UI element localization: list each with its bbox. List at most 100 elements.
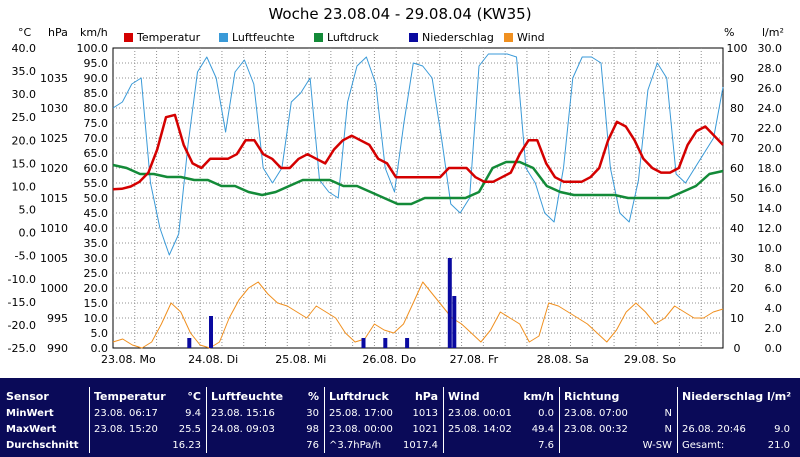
niederschlag-bar (447, 258, 452, 348)
celsius-tick-label: 30.0 (12, 88, 37, 101)
stats-niederschlag-total-label: Gesamt: (682, 440, 725, 451)
stats-richtung-max-value: N (664, 424, 672, 435)
kmh-tick-label: 35.0 (84, 237, 109, 250)
stats-unit-wind: km/h (523, 390, 554, 403)
stats-col-richtung: Richtung 23.08. 07:00 N 23.08. 00:32 N W… (559, 387, 676, 453)
kmh-tick-label: 60.0 (84, 162, 109, 175)
hpa-tick-label: 1010 (40, 222, 68, 235)
stats-unit-luftfeuchte: % (307, 390, 319, 403)
kmh-tick-label: 10.0 (84, 312, 109, 325)
kmh-tick-label: 85.0 (84, 87, 109, 100)
stats-header-luftdruck: Luftdruck (329, 390, 389, 403)
stats-row-label-avg: Durchschnitt (6, 440, 79, 451)
mm-tick-label: 26.0 (758, 82, 783, 95)
percent-axis-unit: % (724, 26, 735, 39)
x-tick-label: 24.08. Di (188, 353, 238, 366)
kmh-tick-label: 65.0 (84, 147, 109, 160)
stats-row-label-min: MinWert (6, 408, 54, 419)
hpa-tick-label: 1005 (40, 252, 68, 265)
percent-tick-label: 20 (730, 282, 744, 295)
mm-tick-label: 0.0 (765, 342, 783, 355)
percent-tick-label: 80 (730, 102, 744, 115)
percent-tick-label: 50 (730, 192, 744, 205)
stats-wind-min-date: 23.08. 00:01 (448, 408, 512, 419)
celsius-axis-unit: °C (18, 26, 32, 39)
stats-header-niederschlag: Niederschlag l/m² (682, 390, 792, 403)
kmh-tick-label: 50.0 (84, 192, 109, 205)
stats-col-sensor: Sensor MinWert MaxWert Durchschnitt (4, 387, 88, 453)
x-tick-label: 26.08. Do (362, 353, 416, 366)
stats-luftfeuchte-max-date: 24.08. 09:03 (211, 424, 275, 435)
kmh-tick-label: 55.0 (84, 177, 109, 190)
celsius-tick-label: 10.0 (12, 180, 37, 193)
mm-tick-label: 18.0 (758, 162, 783, 175)
stats-niederschlag-total-value: 21.0 (767, 440, 790, 451)
celsius-tick-label: 20.0 (12, 134, 37, 147)
kmh-tick-label: 0.0 (91, 342, 109, 355)
legend-label-luftdruck: Luftdruck (327, 30, 379, 44)
niederschlag-bar (209, 316, 213, 348)
kmh-tick-label: 100.0 (77, 42, 109, 55)
stats-luftdruck-avg-value: 1017.4 (403, 440, 438, 451)
hpa-axis-unit: hPa (48, 26, 68, 39)
stats-wind-avg-value: 7.6 (538, 440, 554, 451)
stats-luftfeuchte-max-value: 98 (306, 424, 319, 435)
percent-tick-label: 100 (727, 42, 748, 55)
kmh-tick-label: 40.0 (84, 222, 109, 235)
x-tick-label: 27.08. Fr (450, 353, 499, 366)
stats-col-wind: Wind km/h 23.08. 00:01 0.0 25.08. 14:02 … (443, 387, 558, 453)
hpa-tick-label: 995 (47, 312, 68, 325)
niederschlag-bar (187, 338, 192, 348)
kmh-tick-label: 25.0 (84, 267, 109, 280)
stats-wind-max-value: 49.4 (531, 424, 554, 435)
hpa-tick-label: 1035 (40, 72, 68, 85)
stats-niederschlag-max-value: 9.0 (774, 424, 790, 435)
stats-niederschlag-max-date: 26.08. 20:46 (682, 424, 746, 435)
niederschlag-bar (405, 338, 410, 348)
kmh-tick-label: 15.0 (84, 297, 109, 310)
x-tick-label: 29.08. So (624, 353, 676, 366)
hpa-tick-label: 1030 (40, 102, 68, 115)
legend-swatch-temperatur (124, 32, 133, 42)
stats-luftdruck-max-date: 23.08. 00:00 (329, 424, 393, 435)
mm-tick-label: 16.0 (758, 182, 783, 195)
x-tick-label: 28.08. Sa (537, 353, 589, 366)
mm-axis-unit: l/m² (762, 26, 784, 39)
celsius-tick-label: -5.0 (15, 250, 36, 263)
mm-tick-label: 14.0 (758, 202, 783, 215)
mm-tick-label: 6.0 (765, 282, 783, 295)
kmh-tick-label: 80.0 (84, 102, 109, 115)
hpa-tick-label: 1020 (40, 162, 68, 175)
percent-tick-label: 0 (734, 342, 741, 355)
stats-luftdruck-trend: ^3.7hPa/h (329, 440, 382, 451)
chart-title: Woche 23.08.04 - 29.08.04 (KW35) (268, 5, 532, 23)
stats-col-temperatur: Temperatur °C 23.08. 06:17 9.4 23.08. 15… (89, 387, 205, 453)
legend-label-luftfeuchte: Luftfeuchte (232, 30, 295, 44)
celsius-tick-label: 40.0 (12, 42, 37, 55)
series-luftfeuchte-line (112, 53, 724, 256)
stats-col-luftdruck: Luftdruck hPa 25.08. 17:00 1013 23.08. 0… (324, 387, 442, 453)
stats-row-label-max: MaxWert (6, 424, 57, 435)
stats-luftdruck-min-value: 1013 (412, 408, 438, 419)
celsius-tick-label: -10.0 (8, 273, 36, 286)
stats-richtung-max-date: 23.08. 00:32 (564, 424, 628, 435)
legend-item-luftfeuchte: Luftfeuchte (219, 30, 295, 44)
legend-item-temperatur: Temperatur (124, 30, 200, 44)
celsius-tick-label: 0.0 (19, 227, 37, 240)
stats-temperatur-max-date: 23.08. 15:20 (94, 424, 158, 435)
series-luftdruck-line (112, 160, 724, 206)
stats-richtung-min-date: 23.08. 07:00 (564, 408, 628, 419)
mm-tick-label: 24.0 (758, 102, 783, 115)
celsius-tick-label: -15.0 (8, 296, 36, 309)
stats-wind-min-value: 0.0 (538, 408, 554, 419)
stats-unit-luftdruck: hPa (414, 390, 438, 403)
percent-tick-label: 90 (730, 72, 744, 85)
legend-swatch-luftfeuchte (219, 32, 228, 42)
mm-tick-label: 4.0 (765, 302, 783, 315)
legend-swatch-luftdruck (314, 32, 323, 42)
mm-tick-label: 30.0 (758, 42, 783, 55)
celsius-tick-label: 35.0 (12, 65, 37, 78)
hpa-tick-label: 1015 (40, 192, 68, 205)
stats-header-sensor: Sensor (6, 390, 49, 403)
legend-swatch-niederschlag (409, 32, 418, 42)
